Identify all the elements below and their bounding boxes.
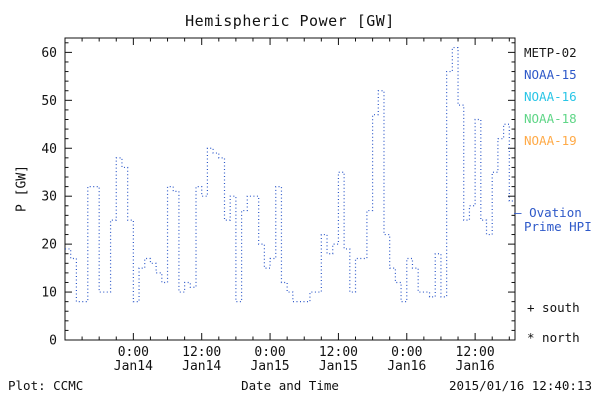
svg-text:Jan15: Jan15 <box>319 359 358 374</box>
svg-text:0: 0 <box>49 334 57 349</box>
north-marker-legend: * north <box>527 330 580 345</box>
ovation-legend-line1: — Ovation <box>514 206 592 220</box>
ovation-legend: — Ovation Prime HPI <box>514 206 592 234</box>
svg-text:30: 30 <box>41 190 57 205</box>
satellite-legend: METP-02 NOAA-15 NOAA-16 NOAA-18 NOAA-19 <box>524 44 577 154</box>
svg-text:60: 60 <box>41 46 57 61</box>
legend-satellite-noaa16: NOAA-16 <box>524 89 577 104</box>
plot-timestamp: 2015/01/16 12:40:13 <box>449 378 592 393</box>
legend-satellite-noaa18: NOAA-18 <box>524 111 577 126</box>
svg-text:Jan16: Jan16 <box>456 359 495 374</box>
plot-credit: Plot: CCMC <box>8 378 84 393</box>
svg-text:Jan14: Jan14 <box>114 359 153 374</box>
svg-text:0:00: 0:00 <box>254 345 285 360</box>
ovation-label-line2: Prime HPI <box>524 219 592 234</box>
ovation-label-line1: Ovation <box>529 205 582 220</box>
svg-text:50: 50 <box>41 94 57 109</box>
svg-text:12:00: 12:00 <box>182 345 221 360</box>
legend-satellite-metp02: METP-02 <box>524 45 577 60</box>
x-axis-label: Date and Time <box>241 378 339 393</box>
svg-text:10: 10 <box>41 286 57 301</box>
y-axis-label: P [GW] <box>14 165 30 212</box>
svg-text:Jan14: Jan14 <box>182 359 221 374</box>
chart-title: Hemispheric Power [GW] <box>185 12 395 30</box>
line-sample-icon: — <box>514 205 522 220</box>
legend-satellite-noaa19: NOAA-19 <box>524 133 577 148</box>
svg-text:40: 40 <box>41 142 57 157</box>
svg-text:0:00: 0:00 <box>118 345 149 360</box>
south-marker-legend: + south <box>527 300 580 315</box>
svg-text:Jan16: Jan16 <box>387 359 426 374</box>
svg-text:Jan15: Jan15 <box>250 359 289 374</box>
svg-text:20: 20 <box>41 238 57 253</box>
svg-text:12:00: 12:00 <box>456 345 495 360</box>
svg-text:0:00: 0:00 <box>391 345 422 360</box>
legend-satellite-noaa15: NOAA-15 <box>524 67 577 82</box>
svg-text:12:00: 12:00 <box>319 345 358 360</box>
